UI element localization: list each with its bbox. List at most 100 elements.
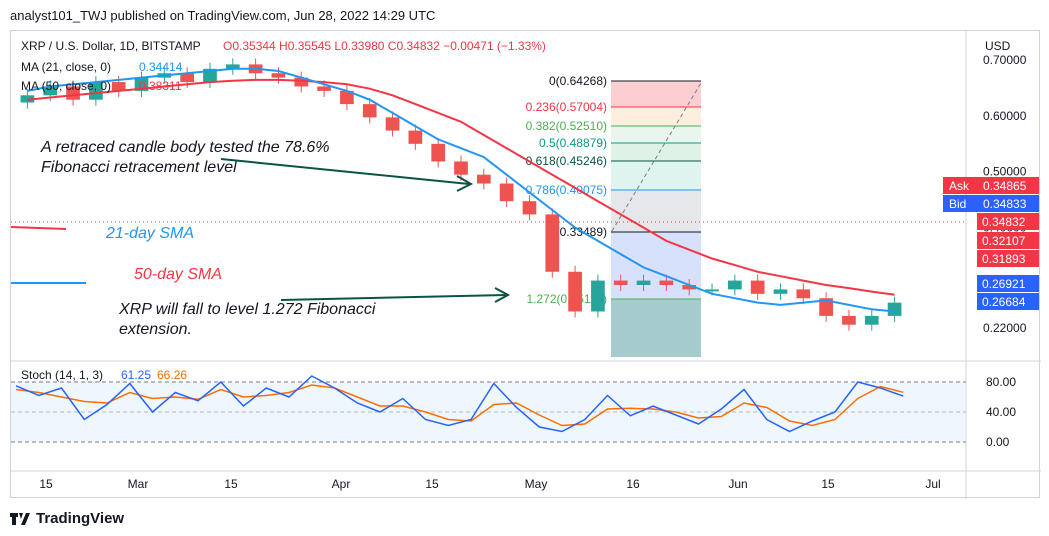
ma50-legend-label: MA (50, close, 0) [21, 79, 111, 93]
fib-zone [611, 107, 701, 126]
price-tick-label: 0.22000 [983, 321, 1027, 335]
price-tag-value: 0.31893 [982, 252, 1026, 266]
fib-zone [611, 126, 701, 143]
fib-level-label: 0.5(0.48879) [539, 136, 607, 150]
annotation-retrace-line2: Fibonacci retracement level [41, 159, 237, 176]
candle-body [385, 117, 400, 131]
candle-body [636, 280, 651, 285]
stoch-ticks: 80.00 40.00 0.00 [986, 375, 1016, 449]
stoch-tick-label: 80.00 [986, 375, 1016, 389]
ask-value: 0.34865 [983, 179, 1027, 193]
candle-body [340, 90, 354, 105]
candle-body [499, 183, 514, 202]
annotation-fall-arrow [280, 294, 507, 301]
price-tag [977, 275, 1039, 292]
time-tick-label: Apr [332, 477, 351, 491]
fibonacci-zones [611, 81, 701, 357]
bid-value: 0.34833 [983, 197, 1027, 211]
bid-tag [943, 195, 1039, 212]
annotation-retrace-line1: A retraced candle body tested the 78.6% [40, 139, 329, 156]
brand-text: TradingView [36, 510, 125, 527]
price-tick-label: 0.70000 [983, 53, 1027, 67]
time-tick-label: 15 [821, 477, 835, 491]
candle-body [659, 280, 674, 285]
candle-body [43, 86, 58, 96]
time-tick-label: 16 [626, 477, 640, 491]
candle-body [362, 104, 377, 118]
fib-level-label: 0(0.64268) [549, 74, 607, 88]
candle-body [408, 130, 423, 144]
candle-body [613, 280, 628, 285]
candle-body [773, 289, 788, 294]
symbol-legend: XRP / U.S. Dollar, 1D, BITSTAMP [21, 39, 201, 53]
ma21-legend-value: 0.34414 [139, 60, 183, 74]
candles [20, 58, 902, 331]
price-tick-label: 0.50000 [983, 165, 1027, 179]
price-tag-value: 0.26921 [982, 277, 1026, 291]
annotation-sma50: 50-day SMA [134, 266, 222, 283]
annotation-fall-line1: XRP will fall to level 1.272 Fibonacci [118, 301, 376, 318]
ohlc-legend: O0.35344 H0.35545 L0.33980 C0.34832 −0.0… [223, 39, 546, 53]
candle-body [476, 174, 491, 184]
ma21-line [27, 67, 895, 313]
candle-body [887, 302, 902, 316]
tradingview-footer[interactable]: TradingView [10, 510, 124, 527]
annotation-fall-line2: extension. [119, 321, 192, 338]
fib-level-label: 0.382(0.52510) [526, 119, 607, 133]
candle-body [431, 143, 446, 162]
stoch-label: Stoch (14, 1, 3) [21, 368, 103, 382]
candle-body [545, 214, 560, 272]
candle-body [728, 280, 742, 290]
candle-body [796, 289, 811, 299]
stoch-d-value: 66.26 [157, 368, 187, 382]
price-tag [977, 293, 1039, 310]
candle-body [317, 86, 331, 91]
bid-label: Bid [949, 197, 966, 211]
candle-body [842, 315, 856, 325]
fib-zone [611, 81, 701, 107]
price-tag [977, 250, 1039, 267]
fib-level-label: 1.272(0.25117) [526, 292, 607, 306]
price-tags: Ask 0.34865 Bid 0.34833 0.34832 0.32107 0.3189… [943, 177, 1039, 310]
time-tick-label: 15 [224, 477, 238, 491]
fib-zone [611, 161, 701, 190]
candle-body [750, 280, 765, 294]
fib-level-label: 0.618(0.45246) [526, 154, 607, 168]
ask-label: Ask [949, 179, 970, 193]
ma50-legend-value: 0.38311 [139, 79, 182, 93]
candle-body [705, 289, 719, 292]
fib-zone [611, 190, 701, 232]
ma21-legend-label: MA (21, close, 0) [21, 60, 111, 74]
candle-body [864, 315, 879, 325]
candle-body [225, 64, 240, 69]
price-tag [977, 232, 1039, 249]
tradingview-logo-icon [10, 512, 30, 525]
candle-body [522, 201, 537, 215]
price-tag-value: 0.32107 [982, 234, 1026, 248]
sma21-legend-line [10, 226, 67, 230]
fib-zone [611, 143, 701, 161]
price-tag-value: 0.26684 [982, 295, 1026, 309]
ma50-line [27, 78, 895, 296]
annotation-retrace-arrowhead [456, 175, 474, 192]
candle-body [89, 82, 103, 100]
candle-body [819, 298, 833, 316]
chart-svg[interactable]: 0(0.64268) 0.236(0.57004) 0.382(0.52510) 0.… [10, 31, 1041, 499]
time-tick-label: 15 [39, 477, 53, 491]
chart-panel[interactable]: 0(0.64268) 0.236(0.57004) 0.382(0.52510) 0.… [10, 30, 1041, 499]
candle-body [454, 161, 468, 175]
time-tick-label: May [525, 477, 548, 491]
stoch-tick-label: 0.00 [986, 435, 1010, 449]
stoch-k-value: 61.25 [121, 368, 151, 382]
candle-body [180, 73, 194, 83]
fib-level-label: 0.236(0.57004) [526, 100, 607, 114]
ask-tag [943, 177, 1039, 194]
candle-body [568, 271, 582, 312]
fib-zone-extension [611, 299, 701, 357]
candle-body [591, 280, 605, 312]
fib-level-label: 1(0.33489) [549, 225, 607, 239]
currency-label: USD [985, 39, 1011, 53]
time-tick-label: Jun [728, 477, 747, 491]
time-tick-label: Mar [128, 477, 149, 491]
candle-body [682, 285, 697, 290]
